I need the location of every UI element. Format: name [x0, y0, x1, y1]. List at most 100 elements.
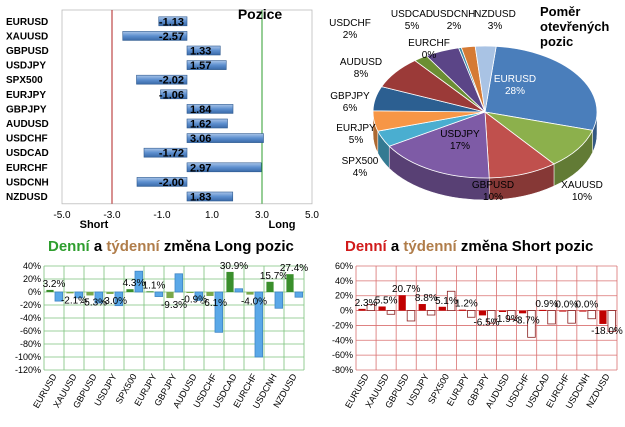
value-label: 15.7%	[260, 271, 288, 282]
x-tick-label: 5.0	[305, 210, 319, 221]
daily-bar	[206, 292, 214, 296]
pie-label-pct: 0%	[422, 50, 437, 61]
pie-label-name: USDCNH	[433, 9, 476, 20]
ratio-pie-svg: EURUSD 28%XAUUSD 10%GBPUSD 10%USDJPY 17%SPX5…	[329, 4, 609, 203]
bar	[186, 133, 264, 143]
value-label: 5.5%	[375, 295, 398, 306]
category-label: SPX500	[6, 75, 43, 86]
pie-title: Poměr otevřených pozic	[540, 4, 609, 49]
weekly-bar	[567, 310, 576, 324]
long-change-chart: 40% 20% 0% -20% -40% -60% -80% -100% -120% 3.2% EU…	[0, 258, 312, 422]
pie-label-pct: 28%	[505, 86, 525, 97]
y-tick-label: 40%	[335, 276, 353, 286]
value-label: 0.9%	[535, 299, 558, 310]
pie-label-pct: 5%	[405, 21, 420, 32]
x-tick-label: -5.0	[53, 210, 71, 221]
daily-bar	[66, 292, 74, 294]
bar	[186, 45, 221, 56]
pie-title-line: pozic	[540, 34, 573, 49]
category-label: USDJPY	[6, 61, 46, 72]
pie-label-pct: 17%	[450, 141, 470, 152]
value-label: -6.1%	[201, 298, 227, 309]
daily-bar	[358, 308, 366, 311]
weekly-bar	[587, 310, 596, 320]
pie-label-name: USDJPY	[440, 129, 480, 140]
daily-bar	[438, 306, 446, 311]
y-tick-label: -40%	[332, 335, 353, 345]
y-tick-label: -20%	[332, 320, 353, 330]
y-tick-label: 0%	[28, 287, 41, 297]
y-tick-label: 60%	[335, 261, 353, 271]
pie-label-pct: 2%	[343, 30, 358, 41]
pie-label-name: GBPJPY	[330, 91, 370, 102]
value-label: -0.9%	[181, 295, 207, 306]
daily-bar	[226, 271, 234, 292]
long-change-title: Denní a týdenní změna Long pozic	[48, 238, 294, 255]
value-label: -4.0%	[241, 297, 267, 308]
bar	[160, 89, 188, 100]
weekly-bar	[74, 291, 83, 299]
chart-title: Pozice	[238, 6, 283, 22]
weekly-bar	[174, 273, 183, 293]
daily-bar	[398, 295, 406, 311]
value-label: 30.9%	[220, 261, 248, 272]
pie-label-pct: 2%	[447, 21, 462, 32]
y-tick-label: -60%	[20, 326, 41, 336]
weekly-bar	[547, 310, 556, 325]
category-label: USDCNH	[6, 177, 49, 188]
bar	[186, 60, 227, 70]
pie-label-pct: 10%	[483, 192, 503, 203]
short-label: Short	[80, 219, 109, 231]
weekly-bar	[467, 310, 476, 318]
weekly-bar	[507, 310, 516, 320]
pie-title-line: Poměr	[540, 4, 580, 19]
pie-label-name: EURCHF	[408, 38, 450, 49]
weekly-bar	[54, 291, 63, 302]
pie-label-pct: 10%	[572, 192, 592, 203]
pie-label: EURUSD 28%	[494, 74, 536, 97]
pie-slice	[388, 111, 490, 179]
y-tick-label: -80%	[332, 365, 353, 375]
daily-bar	[579, 310, 587, 312]
bar-value-label: -2.00	[159, 177, 184, 189]
short-title-weekly: týdenní	[403, 238, 457, 255]
y-tick-label: 20%	[23, 274, 41, 284]
bar	[186, 104, 234, 114]
pie-label-pct: 3%	[488, 21, 503, 32]
daily-bar	[286, 274, 294, 292]
bar	[158, 16, 188, 27]
y-tick-label: -40%	[20, 313, 41, 323]
weekly-bar	[114, 291, 123, 307]
pie-label: USDJPY 17%	[440, 129, 480, 152]
bar	[186, 118, 228, 129]
short-change-svg: 60%40%20%0%-20%-40%-60%-80%2.3%EURUSD5.5…	[332, 261, 623, 410]
pie-label-name: USDCHF	[329, 18, 371, 29]
daily-bar	[458, 309, 467, 311]
pie-label: USDCHF 2%	[329, 18, 371, 41]
bar	[136, 74, 188, 85]
pie-label-name: EURJPY	[336, 123, 376, 134]
weekly-bar	[527, 310, 536, 338]
bar-value-label: 1.62	[190, 119, 211, 131]
value-label: -1.9%	[494, 314, 520, 325]
category-label: USDCAD	[6, 148, 49, 159]
bar-value-label: 1.84	[190, 104, 212, 116]
y-tick-label: -80%	[20, 339, 41, 349]
pie-label: EURCHF 0%	[408, 38, 450, 61]
weekly-bar	[94, 291, 103, 304]
short-change-title: Denní a týdenní změna Short pozic	[345, 238, 593, 255]
y-tick-label: 0%	[340, 306, 353, 316]
bar	[143, 147, 188, 158]
pie-label-name: GBPUSD	[472, 180, 514, 191]
weekly-bar	[406, 310, 416, 322]
weekly-bar	[274, 291, 283, 309]
bar-value-label: -2.57	[159, 31, 184, 43]
pie-label: GBPUSD 10%	[472, 180, 514, 203]
value-label: 27.4%	[280, 263, 308, 274]
value-label: -18.0%	[591, 326, 623, 337]
value-label: -3.0%	[101, 296, 127, 307]
pie-label: USDCAD 5%	[391, 9, 433, 32]
weekly-bar	[607, 310, 616, 332]
value-label: -2.1%	[61, 295, 87, 306]
pie-title-line: otevřených	[540, 19, 609, 34]
